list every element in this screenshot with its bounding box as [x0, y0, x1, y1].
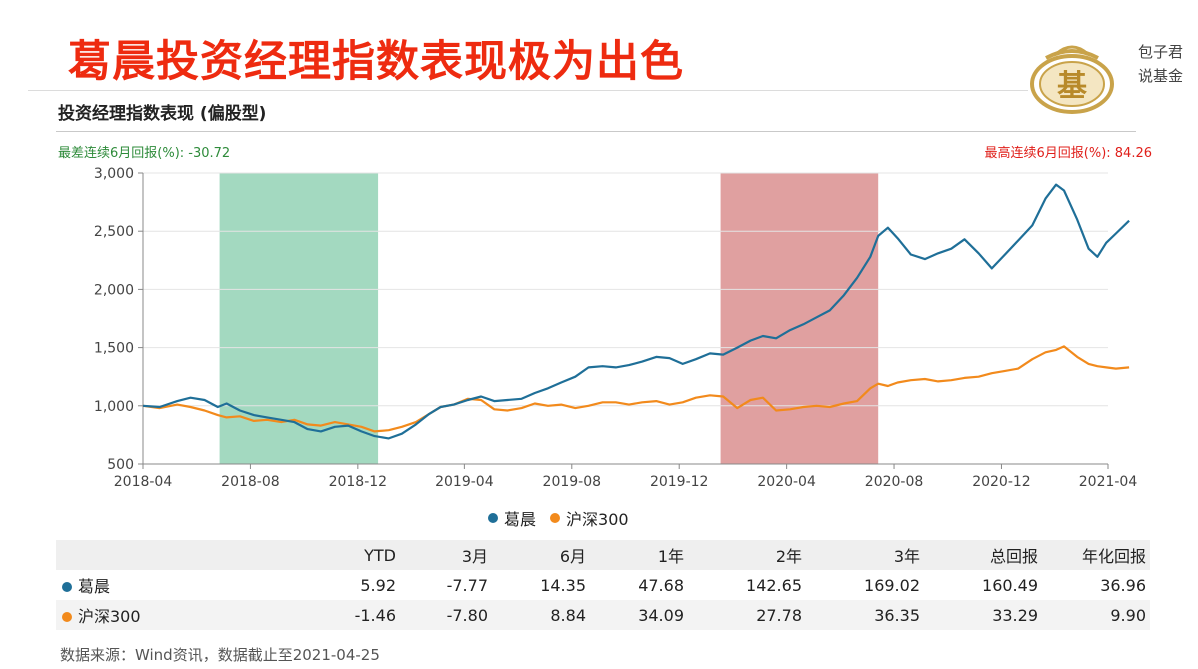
- y-tick-label: 500: [107, 457, 134, 473]
- table-header-cell: 2年: [688, 540, 806, 570]
- table-cell: 142.65: [746, 575, 802, 595]
- best-6m-band: [720, 173, 879, 464]
- table-cell: 36.35: [806, 600, 924, 630]
- table-cell: 8.84: [492, 600, 590, 630]
- table-cell: 169.02: [864, 575, 920, 595]
- brand-logo-icon: 基: [1030, 45, 1114, 114]
- x-tick-label: 2020-04: [757, 474, 816, 490]
- row-name: 葛晨: [78, 577, 111, 596]
- series-line-hs300: [142, 345, 1130, 433]
- brand-line-1: 包子君: [1138, 43, 1184, 61]
- chart-title: 投资经理指数表现 (偏股型): [58, 104, 267, 124]
- table-cell: 27.78: [688, 600, 806, 630]
- legend-item-gechen[interactable]: 葛晨: [488, 506, 536, 530]
- best-6m-note: 最高连续6月回报(%): 84.26: [984, 146, 1153, 161]
- y-tick-label: 3,000: [94, 166, 134, 182]
- row-dot-hs300: [62, 612, 72, 622]
- table-row: 葛晨 5.92 -7.77 14.35 47.68 142.65 169.02 …: [56, 570, 1150, 600]
- x-tick-label: 2020-08: [865, 474, 924, 490]
- series-line-gechen: [142, 183, 1130, 440]
- table-cell: 47.68: [638, 575, 684, 595]
- row-dot-gechen: [62, 582, 72, 592]
- x-tick-label: 2019-04: [435, 474, 494, 490]
- table-cell: 160.49: [982, 575, 1038, 595]
- row-name: 沪深300: [78, 607, 141, 626]
- chart-legend: 葛晨 沪深300: [488, 506, 629, 530]
- legend-dot-hs300: [550, 513, 561, 523]
- y-tick-label: 2,000: [94, 282, 134, 298]
- table-cell: 33.29: [924, 600, 1042, 630]
- legend-label-gechen: 葛晨: [504, 510, 537, 529]
- table-cell: -7.80: [400, 600, 492, 630]
- headline: 葛晨投资经理指数表现极为出色: [68, 37, 684, 87]
- data-source-note: 数据来源：Wind资讯，数据截止至2021-04-25: [60, 646, 380, 664]
- table-cell: -7.77: [446, 575, 488, 595]
- table-header-cell: 1年: [590, 540, 688, 570]
- table-header-cell: [56, 540, 206, 570]
- x-tick-label: 2018-08: [221, 474, 280, 490]
- table-header-cell: YTD: [206, 540, 400, 570]
- y-tick-label: 1,500: [94, 341, 134, 357]
- legend-label-hs300: 沪深300: [566, 510, 629, 529]
- chart-title-divider: [56, 131, 1136, 132]
- table-cell: 34.09: [590, 600, 688, 630]
- x-tick-label: 2018-12: [329, 474, 388, 490]
- table-header-cell: 3年: [806, 540, 924, 570]
- x-tick-label: 2020-12: [972, 474, 1031, 490]
- table-cell: 9.90: [1042, 600, 1150, 630]
- table-cell: 14.35: [540, 575, 586, 595]
- x-tick-label: 2019-08: [543, 474, 602, 490]
- brand-name: 包子君 说基金: [1138, 40, 1183, 88]
- table-row-label: 葛晨: [56, 570, 206, 600]
- worst-6m-note: 最差连续6月回报(%): -30.72: [58, 146, 231, 161]
- table-header-cell: 6月: [492, 540, 590, 570]
- x-tick-label: 2019-12: [650, 474, 709, 490]
- table-header-cell: 年化回报: [1042, 540, 1150, 570]
- table-cell: -1.46: [206, 600, 400, 630]
- worst-6m-band: [219, 173, 379, 464]
- headline-divider: [28, 90, 1028, 91]
- legend-dot-gechen: [488, 513, 498, 523]
- x-tick-label: 2021-04: [1079, 474, 1138, 490]
- table-header-cell: 3月: [400, 540, 492, 570]
- table-header-row: YTD 3月 6月 1年 2年 3年 总回报 年化回报: [56, 540, 1150, 570]
- table-header-cell: 总回报: [924, 540, 1042, 570]
- table-row-label: 沪深300: [56, 600, 206, 630]
- table-cell: 36.96: [1100, 575, 1146, 595]
- y-tick-label: 1,000: [94, 399, 134, 415]
- brand-logo-char: 基: [1057, 69, 1087, 104]
- x-tick-label: 2018-04: [114, 474, 173, 490]
- table-cell: 5.92: [360, 575, 396, 595]
- legend-item-hs300[interactable]: 沪深300: [550, 506, 629, 530]
- table-row: 沪深300 -1.46 -7.80 8.84 34.09 27.78 36.35…: [56, 600, 1150, 630]
- performance-table: YTD 3月 6月 1年 2年 3年 总回报 年化回报 葛晨 5.92 -7.7…: [56, 540, 1150, 630]
- brand-line-2: 说基金: [1138, 67, 1184, 85]
- y-tick-label: 2,500: [94, 224, 134, 240]
